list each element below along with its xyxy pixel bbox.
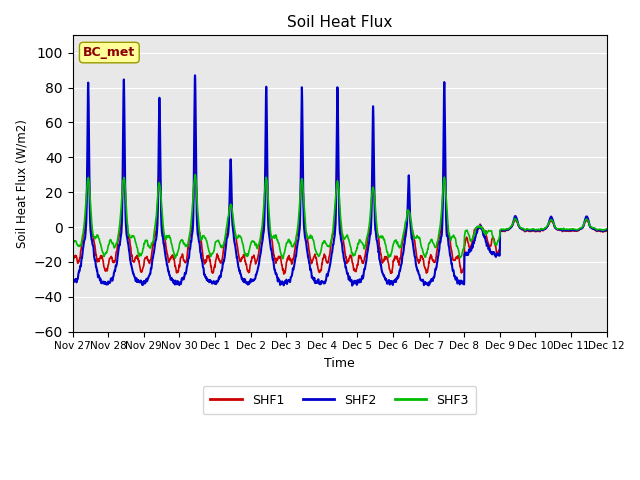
SHF2 (602, 227, 610, 233)
SHF1 (460, 265, 467, 271)
Y-axis label: Soil Heat Flux (W/m2): Soil Heat Flux (W/m2) (15, 119, 28, 248)
SHF3 (490, 237, 497, 242)
SHF1 (280, 271, 287, 277)
SHF2 (430, 275, 438, 281)
SHF1 (191, 155, 199, 161)
SHF2 (490, 251, 497, 256)
X-axis label: Time: Time (324, 357, 355, 370)
SHF3 (460, 246, 467, 252)
Line: SHF3: SHF3 (72, 175, 607, 259)
SHF2 (191, 72, 199, 78)
SHF3 (191, 172, 199, 178)
SHF1 (603, 228, 611, 234)
SHF3 (430, 241, 438, 247)
SHF1 (320, 254, 328, 260)
SHF1 (490, 236, 497, 241)
Title: Soil Heat Flux: Soil Heat Flux (287, 15, 392, 30)
Line: SHF2: SHF2 (72, 75, 607, 286)
SHF1 (430, 259, 438, 264)
SHF2 (603, 227, 611, 233)
SHF1 (164, 259, 172, 264)
SHF1 (68, 262, 76, 268)
SHF3 (68, 243, 76, 249)
SHF2 (460, 278, 467, 284)
SHF2 (348, 283, 356, 288)
Legend: SHF1, SHF2, SHF3: SHF1, SHF2, SHF3 (203, 386, 476, 414)
SHF3 (602, 226, 610, 232)
Line: SHF1: SHF1 (72, 158, 607, 274)
Text: BC_met: BC_met (83, 46, 136, 59)
SHF3 (164, 234, 172, 240)
SHF3 (603, 226, 611, 232)
SHF3 (279, 256, 287, 262)
SHF2 (164, 268, 172, 274)
SHF1 (602, 228, 610, 234)
SHF2 (68, 279, 76, 285)
SHF2 (320, 280, 328, 286)
SHF3 (320, 238, 328, 244)
